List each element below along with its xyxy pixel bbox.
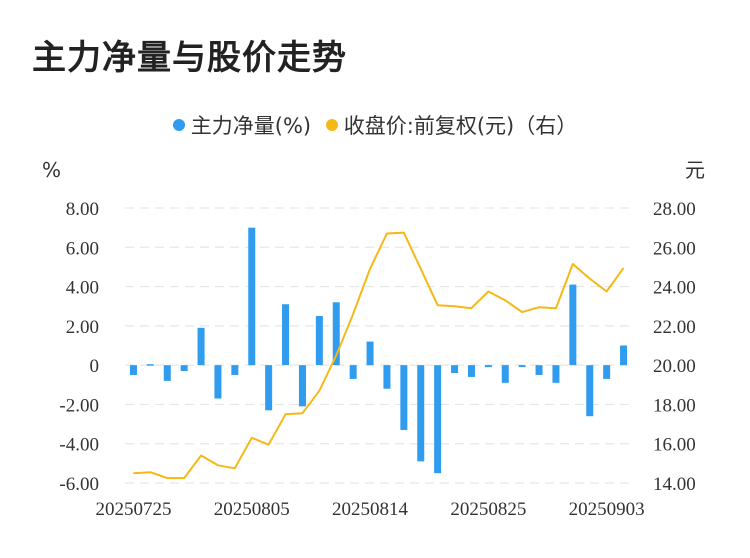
bar [332,302,340,366]
bar [349,365,357,379]
bar [197,327,205,366]
bar-series [129,227,628,474]
legend-label-line: 收盘价:前复权(元)（右） [343,114,578,138]
y-right-unit: 元 [685,158,705,182]
bar [400,365,408,430]
bar [231,365,239,375]
legend-dot-line [325,119,338,131]
legend-item-line[interactable]: 收盘价:前复权(元)（右） [325,110,578,140]
legend: 主力净量(%) 收盘价:前复权(元)（右） [0,110,750,140]
bar [129,365,137,375]
bar [282,304,290,366]
bar [265,365,273,411]
bar [180,365,188,372]
bar [163,365,171,381]
bar [586,365,594,417]
y-left-unit: % [42,158,61,182]
y-left-tick-label: 2.00 [66,317,99,338]
bar [552,365,560,383]
price-line [133,231,625,480]
y-left-tick-label: -6.00 [59,474,99,495]
y-left-tick-label: -4.00 [59,435,99,456]
y-right-tick-label: 16.00 [653,435,696,456]
x-tick-label: 20250725 [95,499,171,520]
bar [417,365,425,462]
bar [603,365,611,379]
y-right-tick-label: 20.00 [653,356,696,377]
bar [366,341,374,366]
y-right-tick-label: 22.00 [653,317,696,338]
legend-item-bar[interactable]: 主力净量(%) [172,110,312,140]
legend-label-bar: 主力净量(%) [190,114,312,138]
legend-dot-bar [172,119,185,131]
y-left-tick-label: 6.00 [66,238,99,259]
bar [484,365,492,368]
bar [248,227,256,366]
bar [569,284,577,366]
y-right-tick-label: 14.00 [653,474,696,495]
bar [298,365,306,407]
y-right-tick-label: 18.00 [653,395,696,416]
bar [146,364,154,366]
bar [535,365,543,375]
bar [383,365,391,389]
x-tick-label: 20250805 [214,499,290,520]
gridlines [125,207,632,484]
bar [518,365,526,368]
x-tick-label: 20250903 [569,499,645,520]
y-left-tick-label: 4.00 [66,278,99,299]
y-right-tick-label: 28.00 [653,199,696,220]
bar [620,345,628,366]
bar [451,365,459,373]
chart-title: 主力净量与股价走势 [32,38,347,78]
y-left-tick-label: 0 [90,356,100,377]
bar [434,365,442,474]
bar [214,365,222,399]
y-right-tick-label: 26.00 [653,238,696,259]
line-series [133,231,625,480]
bar [501,365,509,383]
y-right-tick-label: 24.00 [653,278,696,299]
y-left-tick-label: -2.00 [59,395,99,416]
bar [315,316,323,366]
axes: 8.00 28.00 6.00 26.00 4.00 24.00 2.00 22.00 0 20.… [42,158,705,520]
x-tick-label: 20250825 [450,499,526,520]
y-left-tick-label: 8.00 [66,199,99,220]
x-tick-label: 20250814 [332,499,409,520]
bar [467,365,475,377]
